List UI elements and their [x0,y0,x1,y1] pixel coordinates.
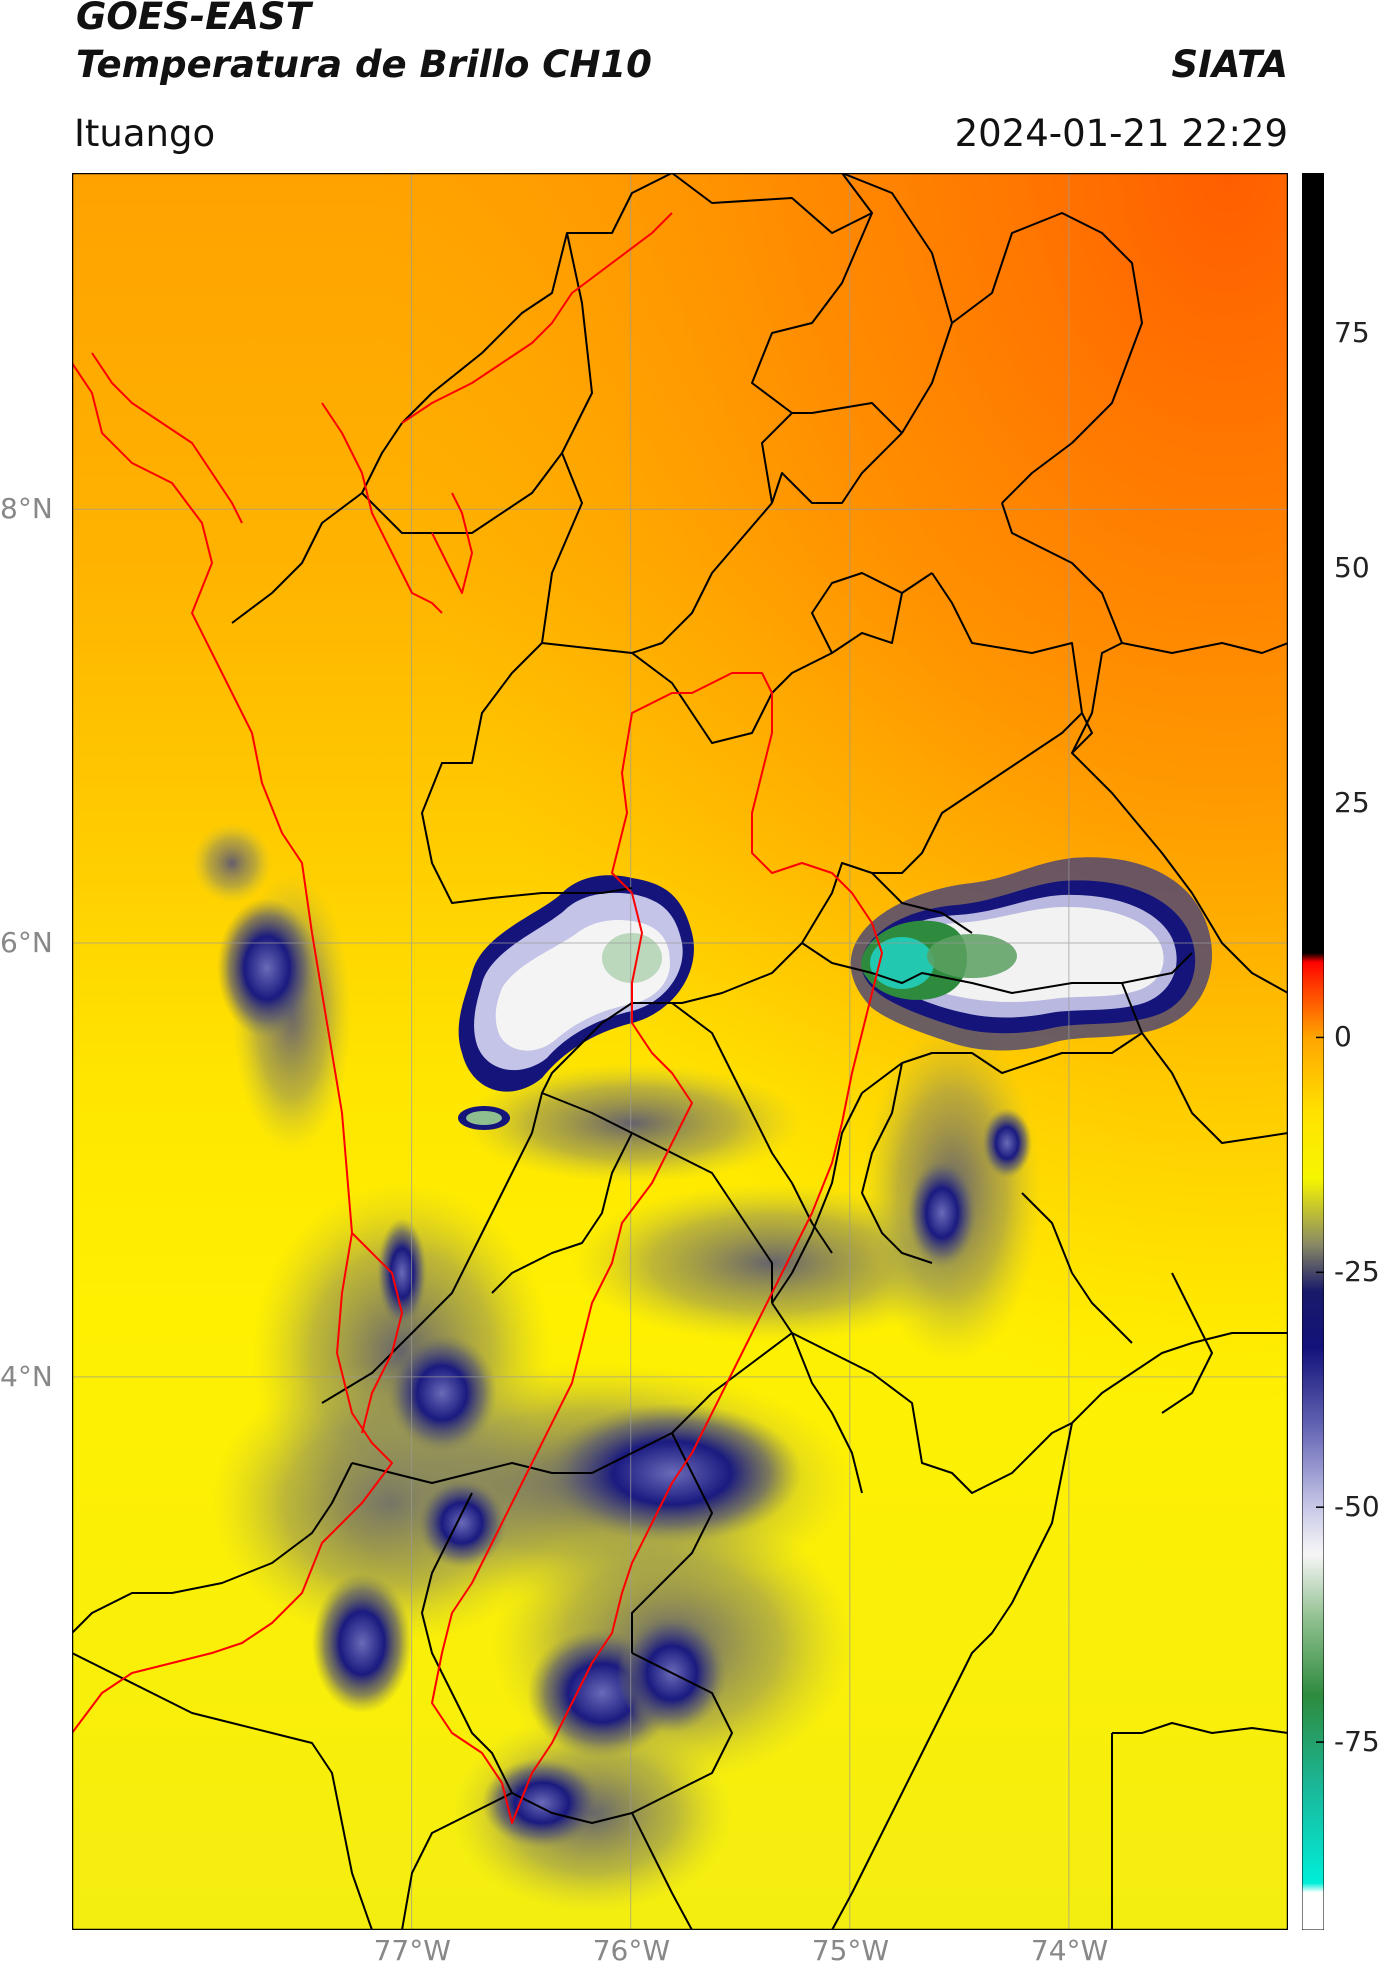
colorbar-tick-label: 50 [1334,550,1370,584]
longitude-tick-label: 75°W [811,1934,890,1967]
department-boundaries [72,173,1288,1930]
longitude-tick-label: 74°W [1030,1934,1109,1967]
colorbar-ticks [1316,331,1324,1743]
region-label: Ituango [74,112,216,155]
latitude-tick-label: 4°N [0,1359,53,1393]
satellite-title: GOES-EAST [76,0,311,38]
organization-label: SIATA [1171,43,1288,86]
colorbar-tick-label: 75 [1334,315,1370,349]
longitude-tick-label: 77°W [373,1934,451,1967]
southern-cloud-cover [192,823,1042,1913]
colorbar-tick-label: 25 [1334,785,1370,819]
convective-cell-east [850,857,1212,1051]
brightness-temperature-map: 8°N 6°N 4°N 77°W 76°W 75°W 74°W [0,173,1288,1966]
colorbar-tick-label: -50 [1334,1490,1380,1524]
coastline-and-basin-boundary [72,212,883,1824]
colorbar-tick-label: -25 [1334,1255,1380,1289]
map-gridlines [72,173,1288,1930]
timestamp-label: 2024-01-21 22:29 [954,112,1288,155]
colorbar-tick-label: -75 [1334,1725,1380,1759]
map-frame [72,173,1288,1930]
colorbar-gradient [1302,173,1324,1930]
latitude-tick-label: 6°N [0,926,53,960]
latitude-tick-label: 8°N [0,492,53,526]
longitude-tick-label: 76°W [592,1934,671,1967]
colorbar-tick-label: 0 [1334,1020,1352,1054]
product-title: Temperatura de Brillo CH10 [76,43,652,86]
